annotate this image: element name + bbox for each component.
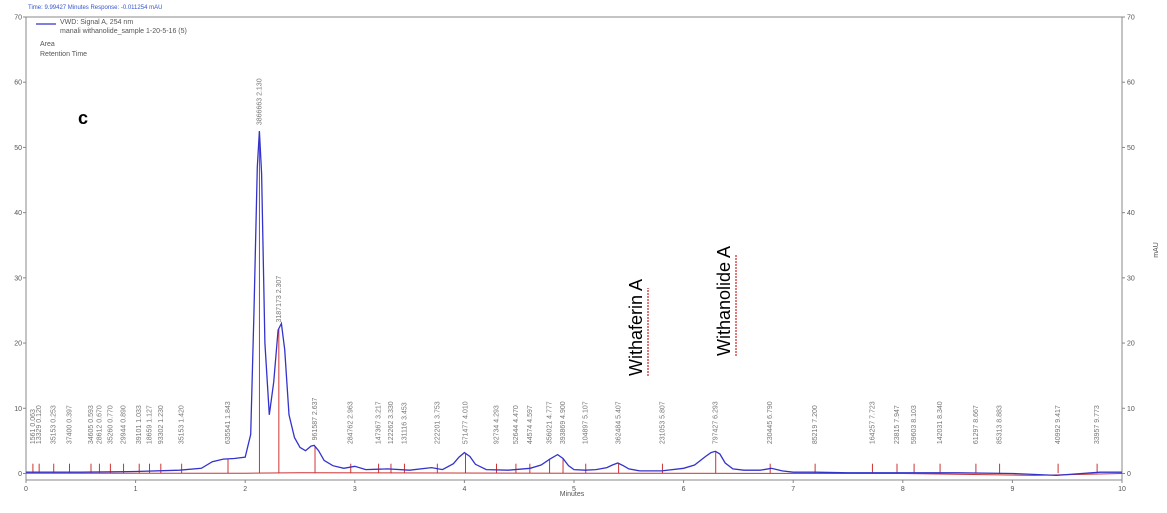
x-tick-label: 4 bbox=[462, 486, 466, 493]
panel-label: c bbox=[78, 108, 88, 128]
x-tick-label: 7 bbox=[791, 486, 795, 493]
peak-label: 1561 0.063 bbox=[30, 409, 37, 444]
y-axis-left: 0 10 20 30 40 50 60 70 bbox=[14, 15, 26, 478]
x-tick-label: 10 bbox=[1118, 486, 1126, 493]
y-tick-label-right: 40 bbox=[1127, 210, 1135, 217]
peak-label: 147367 3.217 bbox=[376, 401, 383, 444]
legend-retention-time: Retention Time bbox=[40, 51, 87, 58]
y-tick-label-right: 30 bbox=[1127, 275, 1135, 282]
peak-label: 122262 3.330 bbox=[388, 401, 395, 444]
legend-signal: VWD: Signal A, 254 nm bbox=[60, 19, 133, 26]
peak-label: 35260 0.770 bbox=[107, 405, 114, 444]
peak-label: 164257 7.723 bbox=[869, 401, 876, 444]
x-tick-label: 8 bbox=[901, 486, 905, 493]
peak-label: 85219 7.200 bbox=[812, 405, 819, 444]
x-tick-label: 1 bbox=[134, 486, 138, 493]
peak-label: 571477 4.010 bbox=[462, 401, 469, 444]
y-tick-label-left: 60 bbox=[14, 80, 22, 87]
peak-label: 92734 4.293 bbox=[494, 405, 501, 444]
y-tick-label-left: 30 bbox=[14, 275, 22, 282]
peak-label: 131116 3.453 bbox=[401, 402, 408, 444]
peak-label: 34605 0.593 bbox=[88, 405, 95, 444]
y-tick-label-left: 20 bbox=[14, 341, 22, 348]
y-tick-label-right: 60 bbox=[1127, 80, 1135, 87]
peak-label: 356021 4.777 bbox=[547, 401, 554, 444]
y-tick-label-right: 0 bbox=[1127, 471, 1131, 478]
peak-label: 28612 0.670 bbox=[96, 405, 103, 444]
peak-label: 61297 8.667 bbox=[973, 405, 980, 444]
peak-labels: 1561 0.063 13329 0.120 35153 0.253 37400 0.… bbox=[30, 78, 1101, 444]
peak-label: 362484 5.407 bbox=[616, 401, 623, 444]
peak-markers bbox=[32, 131, 1098, 474]
peak-label: 18659 1.127 bbox=[147, 405, 154, 444]
y-tick-label-right: 50 bbox=[1127, 145, 1135, 152]
peak-label: 797427 6.293 bbox=[713, 401, 720, 444]
peak-label: 23815 7.947 bbox=[894, 405, 901, 444]
legend: VWD: Signal A, 254 nm manali withanolide… bbox=[36, 19, 187, 58]
peak-label: 393869 4.900 bbox=[560, 401, 567, 444]
peak-label: 635541 1.843 bbox=[225, 401, 232, 444]
peak-label: 40992 9.417 bbox=[1055, 405, 1062, 444]
x-tick-label: 9 bbox=[1010, 486, 1014, 493]
x-tick-label: 0 bbox=[24, 486, 28, 493]
x-axis-label: Minutes bbox=[560, 491, 585, 498]
x-tick-label: 5 bbox=[572, 486, 576, 493]
peak-label: 33957 9.773 bbox=[1094, 405, 1101, 444]
peak-label: 142031 8.340 bbox=[937, 401, 944, 444]
y-tick-label-right: 20 bbox=[1127, 341, 1135, 348]
y-tick-label-right: 70 bbox=[1127, 15, 1135, 22]
y-tick-label-left: 0 bbox=[18, 471, 22, 478]
y-tick-label-left: 50 bbox=[14, 145, 22, 152]
peak-label: 93302 1.230 bbox=[158, 405, 165, 444]
y-axis-label: mAU bbox=[1153, 242, 1160, 258]
peak-label: 13329 0.120 bbox=[36, 405, 43, 444]
peak-label: 961587 2.637 bbox=[312, 397, 319, 440]
withanolide-a-annotation: Withanolide A bbox=[714, 246, 734, 356]
peak-label: 284762 2.963 bbox=[348, 401, 355, 444]
legend-area: Area bbox=[40, 41, 55, 48]
x-tick-label: 3 bbox=[353, 486, 357, 493]
x-tick-label: 6 bbox=[682, 486, 686, 493]
peak-label: 222201 3.753 bbox=[434, 401, 441, 444]
withaferin-a-annotation: Withaferin A bbox=[626, 279, 646, 376]
y-tick-label-left: 40 bbox=[14, 210, 22, 217]
peak-label: 3187173 2.307 bbox=[276, 276, 283, 323]
y-tick-label-right: 10 bbox=[1127, 406, 1135, 413]
peak-label: 39101 1.033 bbox=[136, 405, 143, 444]
peak-label: 35153 0.253 bbox=[51, 405, 58, 444]
peak-label: 29944 0.890 bbox=[121, 405, 128, 444]
peak-label: 37400 0.397 bbox=[67, 405, 74, 444]
plot-frame bbox=[25, 16, 1123, 481]
y-axis-right: 0 10 20 30 40 50 60 70 bbox=[1122, 15, 1135, 478]
peak-label: 59603 8.103 bbox=[911, 405, 918, 444]
peak-label: 230445 6.790 bbox=[767, 401, 774, 444]
peak-label: 231053 5.807 bbox=[659, 401, 666, 444]
cursor-readout: Time: 9.99427 Minutes Response: -0.01125… bbox=[28, 5, 162, 11]
y-tick-label-left: 70 bbox=[14, 15, 22, 22]
peak-label: 52644 4.470 bbox=[513, 405, 520, 444]
peak-label: 104897 5.107 bbox=[583, 401, 590, 444]
x-axis: 0 1 2 3 4 5 6 7 8 9 10 bbox=[24, 480, 1126, 493]
integration-baseline bbox=[26, 472, 1123, 476]
peak-label: 3866663 2.130 bbox=[256, 78, 263, 125]
peak-label: 35153 1.420 bbox=[179, 405, 186, 444]
y-tick-label-left: 10 bbox=[14, 406, 22, 413]
x-tick-label: 2 bbox=[243, 486, 247, 493]
signal-trace bbox=[26, 131, 1122, 477]
peak-label: 85313 8.883 bbox=[997, 405, 1004, 444]
peak-label: 44574 4.597 bbox=[527, 405, 534, 444]
legend-sample: manali withanolide_sample 1-20-5-16 (5) bbox=[60, 28, 187, 35]
